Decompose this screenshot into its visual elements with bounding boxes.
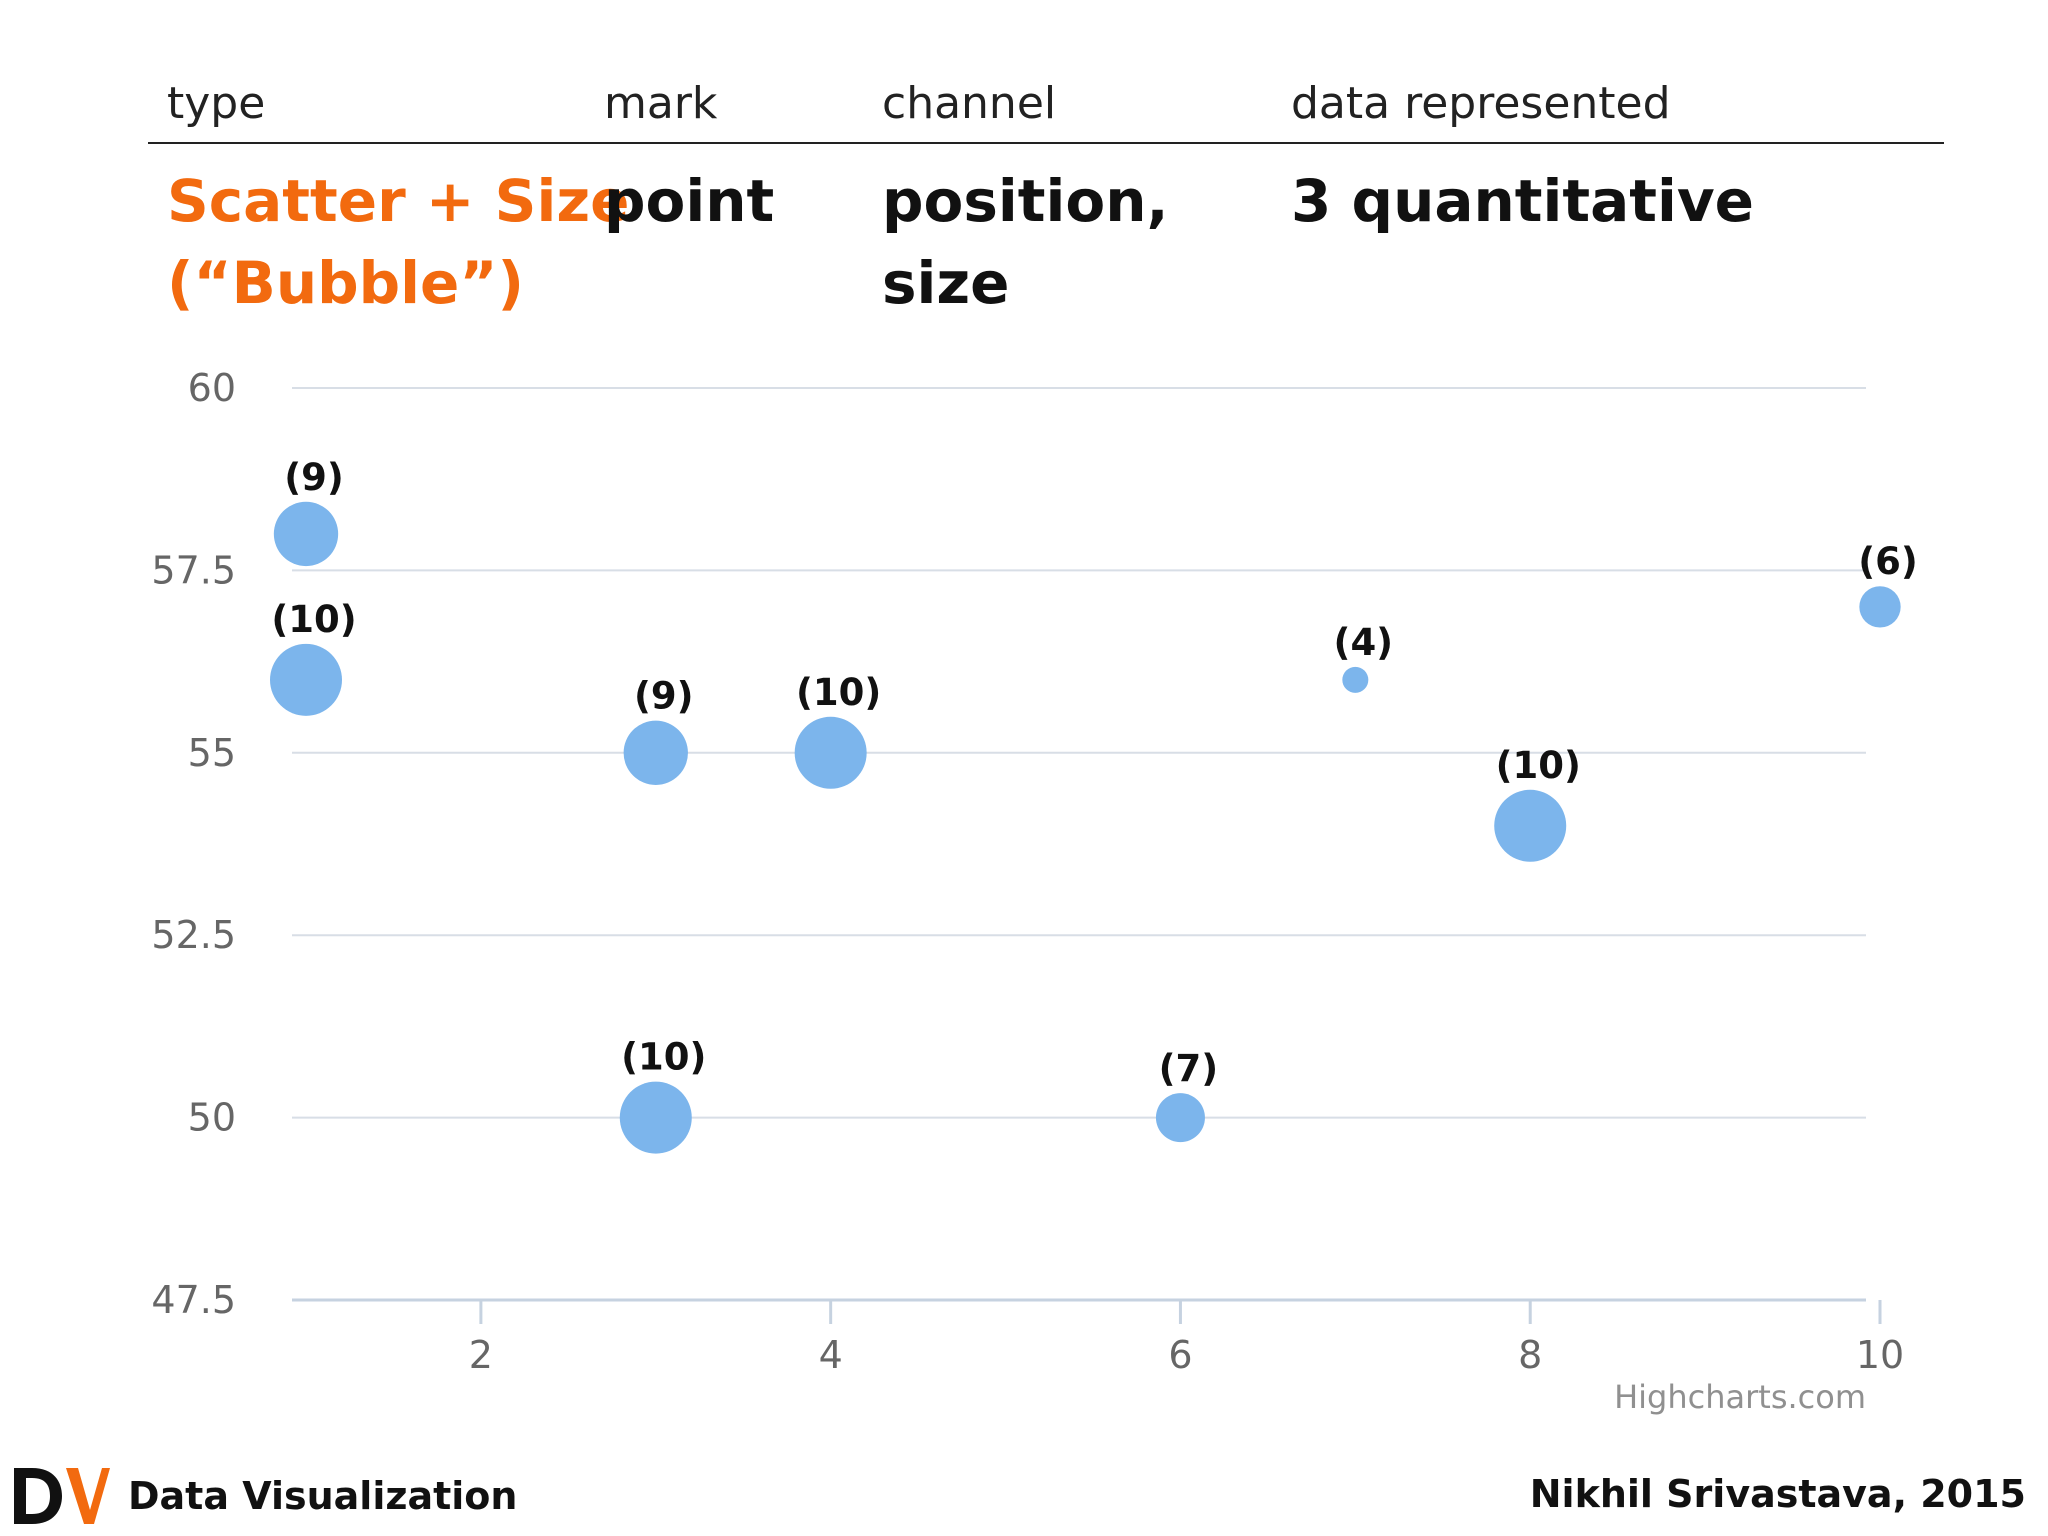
bubble-point[interactable] [1342, 666, 1369, 693]
bubble-data-label: (10) [621, 1036, 706, 1079]
y-tick-label: 50 [188, 1096, 236, 1140]
bubble-data-label: (6) [1858, 540, 1918, 583]
bubble-data-label: (10) [271, 598, 356, 641]
x-tick-label: 6 [1168, 1333, 1192, 1377]
bubble-point[interactable] [1859, 586, 1901, 628]
y-tick-label: 52.5 [151, 913, 236, 957]
type-value-line1: Scatter + Size [167, 167, 630, 235]
y-tick-label: 60 [188, 366, 236, 410]
header-divider [148, 142, 1944, 144]
bubble-series [270, 501, 1901, 1154]
footer-brand: Data Visualization [10, 1464, 517, 1528]
x-tick-label: 10 [1856, 1333, 1904, 1377]
bubble-point[interactable] [623, 720, 688, 785]
data-value: 3 quantitative [1291, 167, 1755, 235]
data-labels: (9) (10) (9) (10) (10) (7) (4) (10) (6) [271, 456, 1917, 1090]
footer-title: Data Visualization [128, 1474, 518, 1518]
bubble-data-label: (9) [284, 456, 344, 499]
y-tick-label: 47.5 [151, 1278, 236, 1322]
bubble-data-label: (4) [1334, 621, 1394, 664]
bubble-point[interactable] [273, 501, 339, 567]
y-tick-label: 55 [188, 731, 236, 775]
type-value-line2: (“Bubble”) [167, 249, 525, 317]
bubble-data-label: (7) [1159, 1047, 1219, 1090]
channel-value-line2: size [882, 249, 1010, 317]
chart-credit[interactable]: Highcharts.com [1614, 1378, 1866, 1416]
channel-value: position, size [882, 160, 1169, 324]
column-header-mark: mark [604, 78, 718, 129]
bubble-chart: 47.5 50 52.5 55 57.5 60 2 4 6 8 10 (9) (10) (9) (10)… [151, 366, 1917, 1416]
bubble-data-label: (10) [1496, 744, 1581, 787]
x-tick-label: 2 [469, 1333, 493, 1377]
mark-value: point [604, 167, 775, 235]
column-header-data: data represented [1291, 78, 1671, 129]
y-axis: 47.5 50 52.5 55 57.5 60 [151, 366, 236, 1322]
type-value: Scatter + Size (“Bubble”) [167, 160, 629, 324]
bubble-point[interactable] [1494, 789, 1567, 862]
x-tick-label: 4 [819, 1333, 843, 1377]
dv-logo [14, 1468, 110, 1524]
bubble-data-label: (10) [796, 671, 881, 714]
bubble-point[interactable] [794, 716, 867, 789]
grid-layer [292, 387, 1866, 1302]
x-tick-label: 8 [1518, 1333, 1542, 1377]
x-axis: 2 4 6 8 10 [469, 1300, 1904, 1377]
footer-author: Nikhil Srivastava, 2015 [1529, 1472, 2026, 1516]
y-tick-label: 57.5 [151, 548, 236, 592]
column-header-type: type [167, 78, 266, 129]
channel-value-line1: position, [882, 167, 1169, 235]
bubble-point[interactable] [619, 1081, 692, 1154]
bubble-point[interactable] [270, 643, 342, 716]
bubble-point[interactable] [1155, 1093, 1205, 1143]
bubble-data-label: (9) [634, 675, 694, 718]
column-header-channel: channel [882, 78, 1057, 129]
